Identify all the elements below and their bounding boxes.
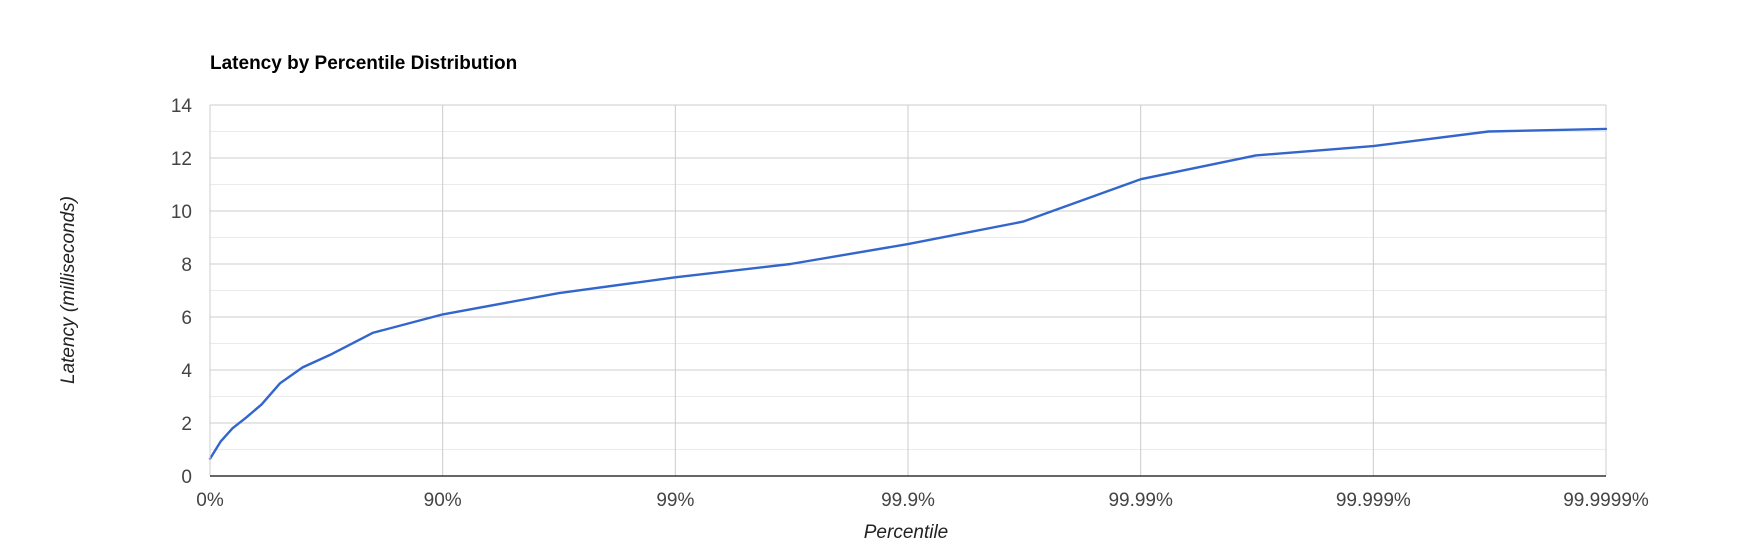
- latency-series-line: [208, 127, 1608, 460]
- x-tick-label: 99.99%: [1108, 490, 1173, 511]
- y-tick-label: 4: [181, 361, 192, 382]
- x-tick-label: 99.9%: [881, 490, 935, 511]
- y-tick-label: 12: [171, 149, 192, 170]
- x-tick-label: 99.999%: [1336, 490, 1411, 511]
- axes: 0 2 4 6 8 10 12 14 0% 90% 99% 99.9% 99.99% 99.999% 99.…: [171, 96, 1649, 511]
- x-tick-label: 99%: [656, 490, 694, 511]
- x-tick-label: 0%: [196, 490, 224, 511]
- y-tick-label: 10: [171, 202, 192, 223]
- x-tick-label: 90%: [424, 490, 462, 511]
- y-tick-label: 8: [181, 255, 192, 276]
- y-tick-label: 2: [181, 414, 192, 435]
- x-axis-title: Percentile: [864, 522, 949, 543]
- y-tick-label: 6: [181, 308, 192, 329]
- grid-lines: [210, 104, 1607, 476]
- y-tick-label: 14: [171, 96, 193, 117]
- chart-title: Latency by Percentile Distribution: [210, 53, 517, 74]
- x-tick-label: 99.9999%: [1563, 490, 1649, 511]
- series-layer: [208, 127, 1608, 460]
- y-tick-label: 0: [181, 467, 192, 488]
- y-axis-title: Latency (milliseconds): [58, 196, 79, 384]
